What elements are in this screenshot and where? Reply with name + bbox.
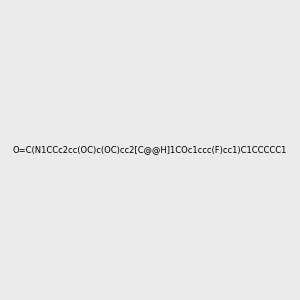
Text: O=C(N1CCc2cc(OC)c(OC)cc2[C@@H]1COc1ccc(F)cc1)C1CCCCC1: O=C(N1CCc2cc(OC)c(OC)cc2[C@@H]1COc1ccc(F… xyxy=(13,146,287,154)
